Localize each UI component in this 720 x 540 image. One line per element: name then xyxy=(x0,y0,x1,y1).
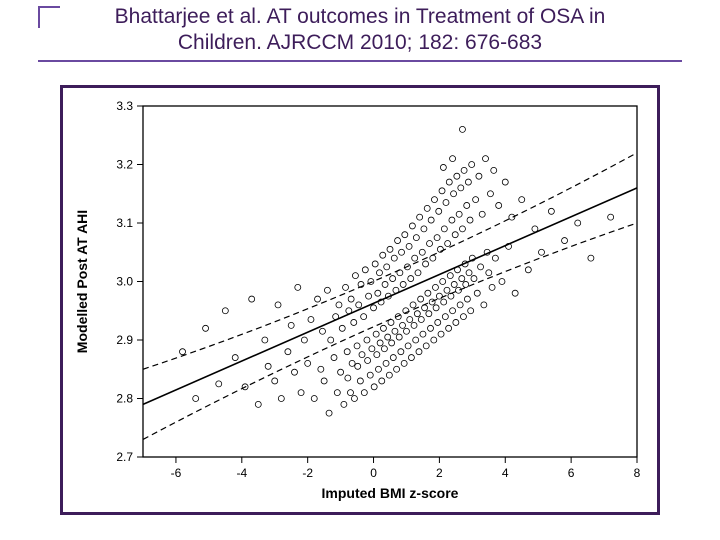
svg-text:-4: -4 xyxy=(236,466,247,480)
svg-text:2.7: 2.7 xyxy=(116,450,133,464)
svg-text:3.0: 3.0 xyxy=(116,275,133,289)
svg-text:2.9: 2.9 xyxy=(116,333,133,347)
svg-text:3.3: 3.3 xyxy=(116,99,133,113)
chart-canvas: -6 -4 -2 0 2 4 6 8 2.7 2.8 2.9 3.0 3.1 3.2 3.3 Imputed … xyxy=(63,88,657,512)
svg-text:-6: -6 xyxy=(171,466,182,480)
scatter-chart: -6 -4 -2 0 2 4 6 8 2.7 2.8 2.9 3.0 3.1 3.2 3.3 Imputed … xyxy=(60,85,660,515)
title-underline xyxy=(38,60,682,62)
title-line-1: Bhattarjee et al. AT outcomes in Treatme… xyxy=(60,4,660,30)
corner-accent xyxy=(38,6,60,28)
svg-text:Imputed BMI z-score: Imputed BMI z-score xyxy=(322,485,459,501)
svg-text:3.1: 3.1 xyxy=(116,216,133,230)
svg-text:Modelled Post AT AHI: Modelled Post AT AHI xyxy=(74,210,90,353)
svg-text:4: 4 xyxy=(502,466,509,480)
svg-text:0: 0 xyxy=(370,466,377,480)
svg-text:8: 8 xyxy=(634,466,641,480)
svg-text:2.8: 2.8 xyxy=(116,392,133,406)
title-line-2: Children. AJRCCM 2010; 182: 676-683 xyxy=(60,30,660,56)
slide-root: { "title": { "line1": "Bhattarjee et al.… xyxy=(0,0,720,540)
svg-text:2: 2 xyxy=(436,466,443,480)
svg-text:-2: -2 xyxy=(302,466,313,480)
svg-text:3.2: 3.2 xyxy=(116,158,133,172)
svg-text:6: 6 xyxy=(568,466,575,480)
slide-title: Bhattarjee et al. AT outcomes in Treatme… xyxy=(60,4,660,56)
